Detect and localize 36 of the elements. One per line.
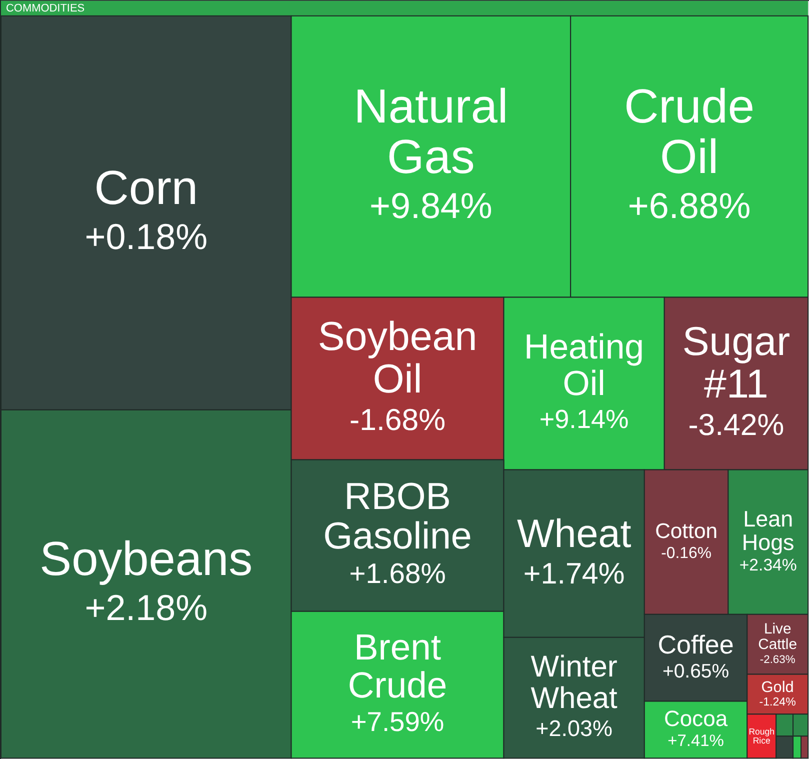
category-label: Rough Rice xyxy=(748,726,775,746)
data-label: +0.18% xyxy=(84,216,208,258)
data-label: +2.34% xyxy=(739,556,797,575)
category-label: Crude Oil xyxy=(624,80,754,184)
category-label: Gold xyxy=(761,678,794,696)
category-label: RBOB Gasoline xyxy=(323,474,472,556)
category-label: Corn xyxy=(94,162,198,216)
data-label: +1.74% xyxy=(523,557,625,590)
category-label: Cotton xyxy=(655,520,718,544)
category-label: Brent Crude xyxy=(348,626,448,706)
data-label: -1.24% xyxy=(759,696,796,708)
category-label: Sugar #11 xyxy=(682,318,790,406)
category-label: Winter Wheat xyxy=(530,650,618,716)
data-label: -3.42% xyxy=(688,408,784,442)
category-label: Soybeans xyxy=(40,533,253,586)
category-label: Heating Oil xyxy=(524,328,644,404)
data-label: -1.68% xyxy=(350,404,446,437)
data-label: +1.68% xyxy=(349,557,446,590)
data-label: -2.63% xyxy=(760,654,796,666)
category-label: Live Cattle xyxy=(758,621,797,654)
data-label: +6.88% xyxy=(628,184,751,226)
category-label: Wheat xyxy=(516,512,632,556)
category-label: Lean Hogs xyxy=(742,506,794,556)
data-label: +9.84% xyxy=(370,184,492,226)
data-label: +2.03% xyxy=(536,716,613,742)
data-label: -0.16% xyxy=(661,545,712,562)
category-label: Cocoa xyxy=(664,706,728,732)
data-label: +9.14% xyxy=(539,404,629,434)
text: COMMODITIES xyxy=(6,2,85,14)
data-label: +7.41% xyxy=(668,732,724,750)
category-label: Natural Gas xyxy=(354,80,508,184)
data-label: +2.18% xyxy=(84,587,208,628)
data-label: +0.65% xyxy=(662,660,730,682)
data-label: +7.59% xyxy=(350,706,444,737)
category-label: Coffee xyxy=(658,629,734,660)
category-label: Soybean Oil xyxy=(318,313,478,402)
